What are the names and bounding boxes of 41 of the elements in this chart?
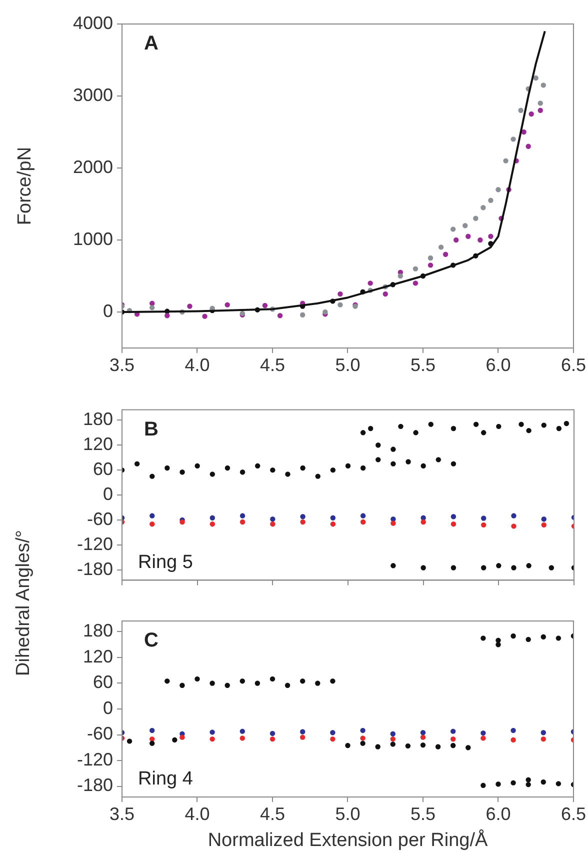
x-tick-label: 5.0 [335,804,360,824]
y-tick-label: 0 [102,484,113,504]
y-tick-label: 60 [92,459,113,480]
y-tick-label: 180 [82,409,113,430]
chart-title: A [144,32,158,55]
y-tick-label: -180 [76,558,113,579]
y-tick-label: 2000 [72,156,113,177]
y-tick-label: -60 [86,724,113,744]
x-tick-label: 6.0 [486,804,511,824]
y-axis-title: Dihedral Angles/° [13,530,35,676]
x-tick-label: 4.0 [184,804,210,824]
x-tick-label: 6.5 [560,804,586,824]
x-tick-label: 4.5 [260,804,286,824]
y-tick-label: 60 [92,672,113,692]
y-tick-label: 3000 [72,84,113,105]
y-axis-title: Force/pN [14,146,36,226]
y-tick-label: -60 [86,508,113,529]
y-tick-label: 0 [102,300,113,321]
x-tick-label: 6.0 [486,354,511,375]
y-tick-label: 120 [82,646,113,666]
chart-title: C [144,630,158,652]
y-tick-label: -180 [76,775,113,796]
y-tick-label: -120 [76,749,113,770]
annotation: Ring 4 [138,768,194,790]
annotation: Ring 5 [138,552,193,573]
y-tick-label: 180 [82,620,113,641]
chart-title: B [144,418,158,440]
x-tick-label: 5.5 [410,804,436,824]
x-tick-label: 3.5 [109,354,135,375]
x-tick-label: 5.5 [410,354,436,375]
y-tick-label: -120 [76,534,113,554]
x-axis-title: Normalized Extension per Ring/Å [208,828,488,851]
x-tick-label: 4.5 [260,354,286,375]
y-tick-label: 4000 [72,12,113,33]
x-tick-label: 6.5 [560,354,586,375]
y-tick-label: 120 [82,434,113,454]
x-tick-label: 5.0 [335,354,360,375]
y-tick-label: 1000 [72,228,113,249]
x-tick-label: 3.5 [109,804,135,824]
x-tick-label: 4.0 [184,354,210,375]
y-tick-label: 0 [102,698,113,718]
